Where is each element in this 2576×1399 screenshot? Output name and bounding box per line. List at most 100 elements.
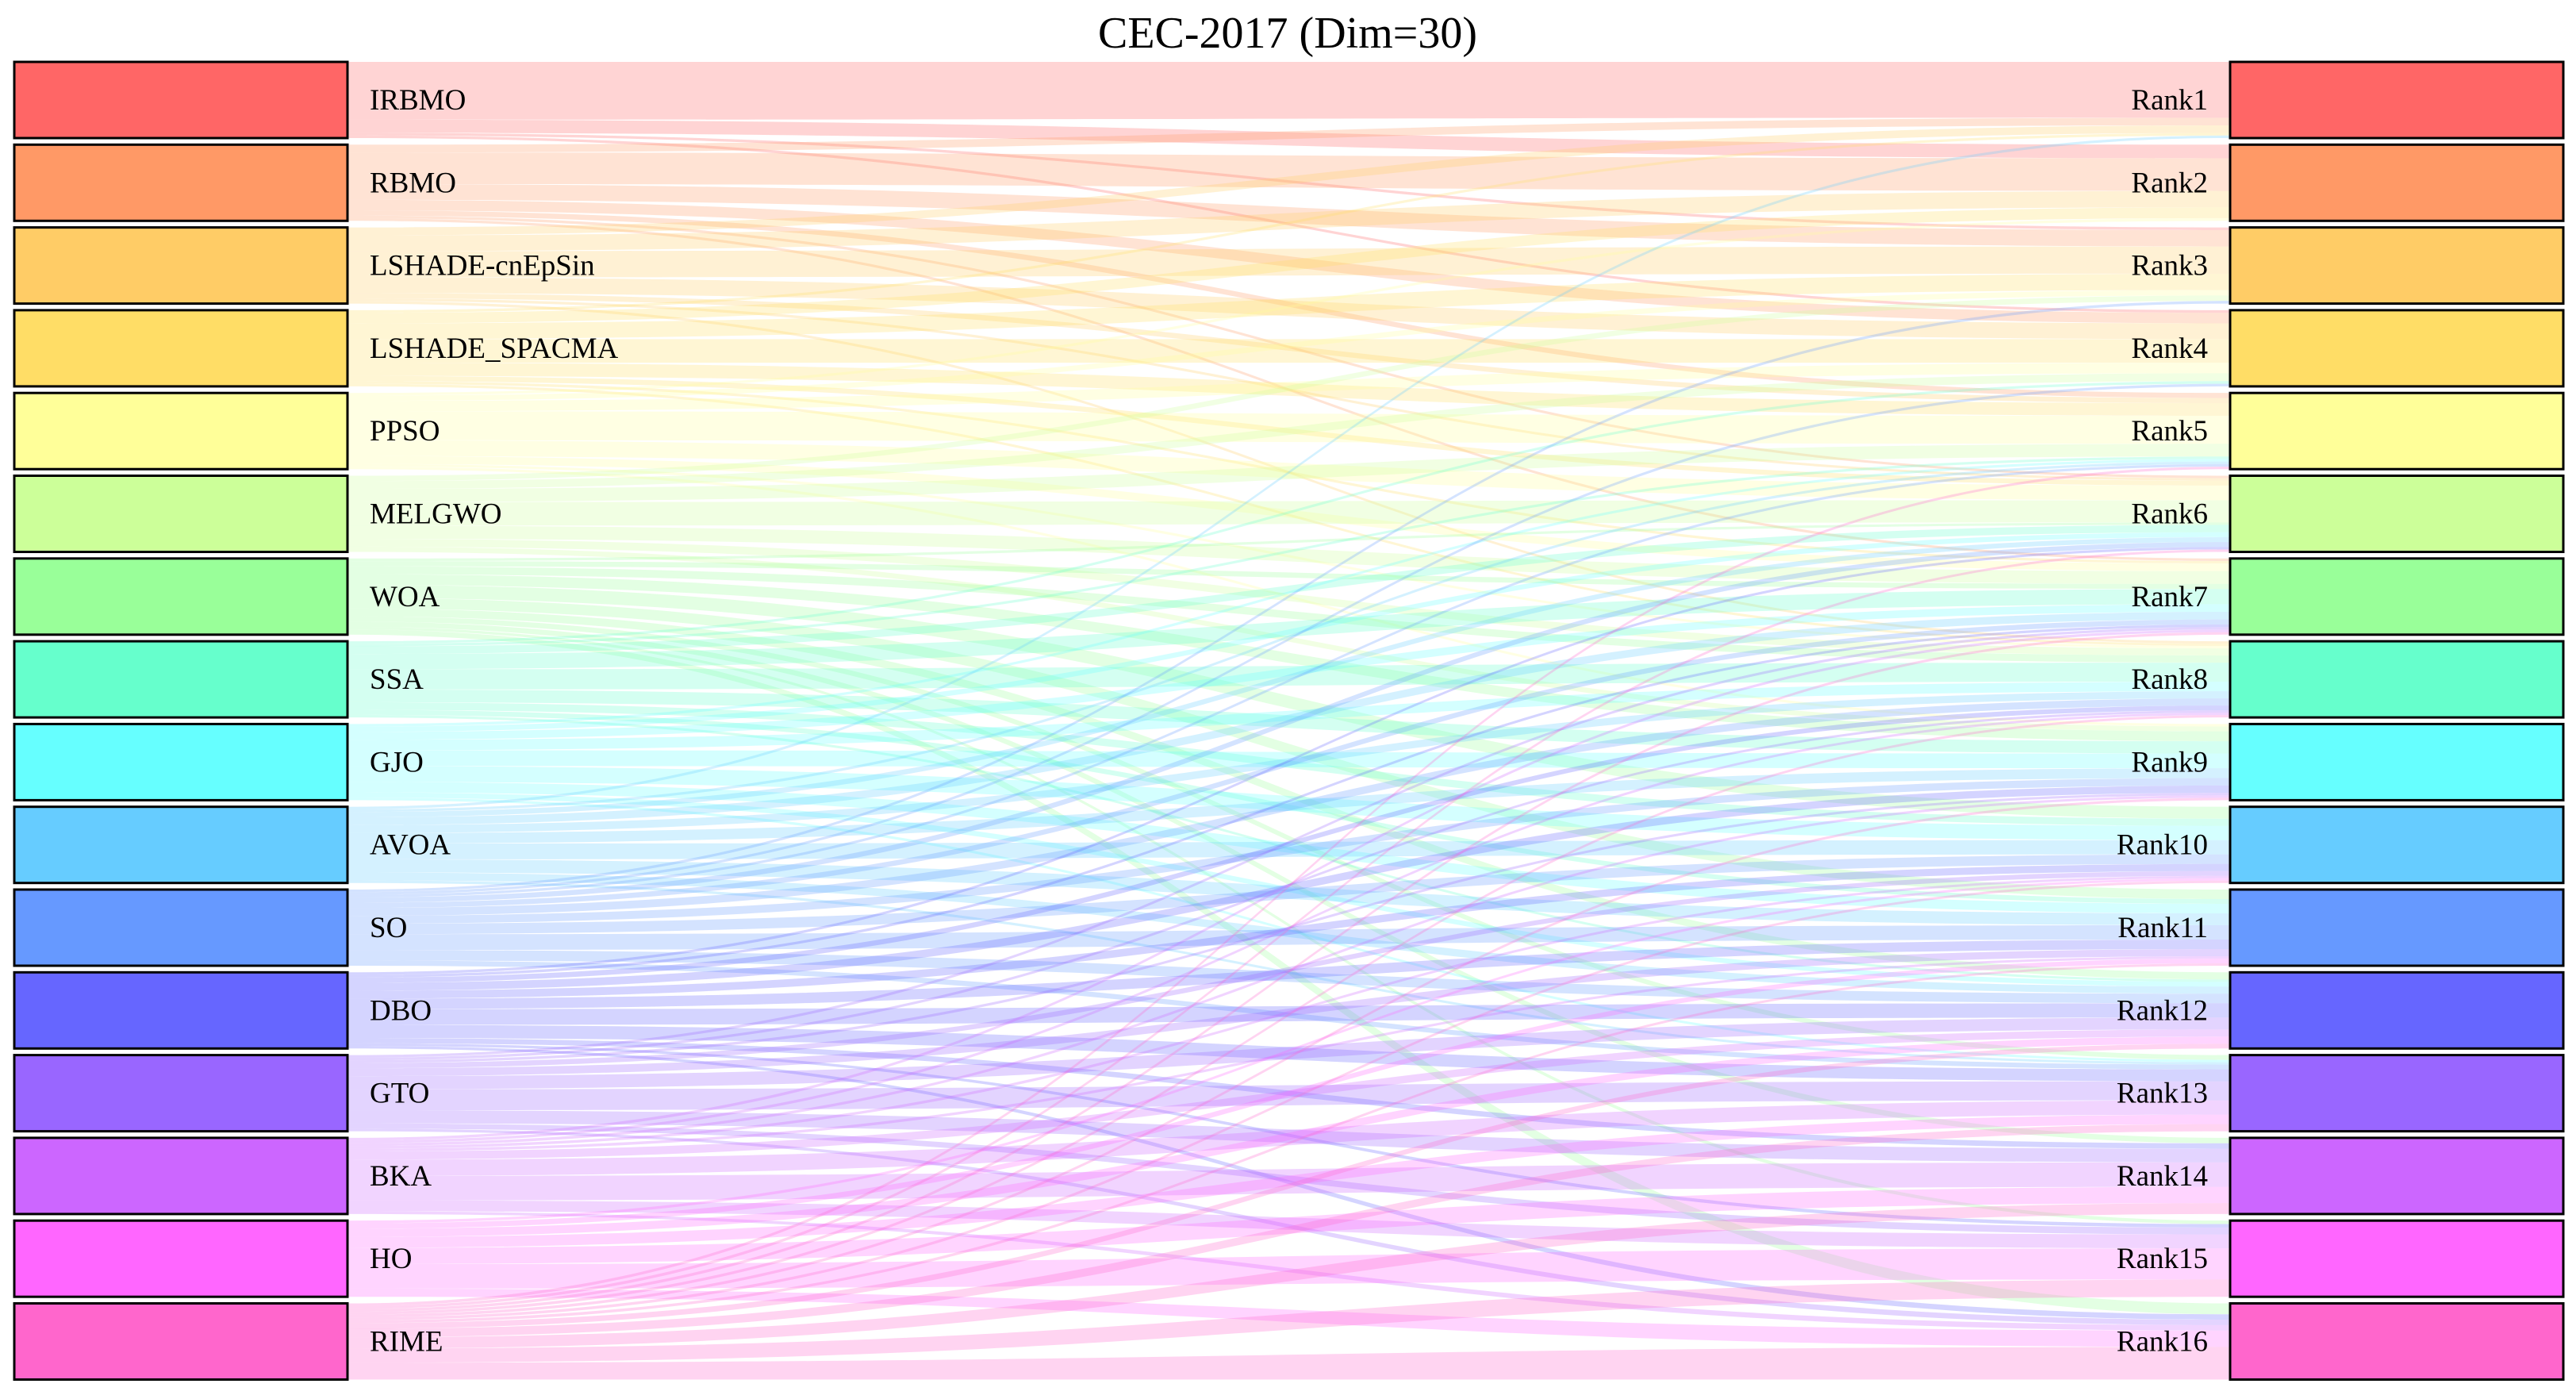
target-label: Rank3 [2131, 250, 2208, 282]
flow-link-rbmo-rank7 [347, 217, 2230, 561]
flow-link-bka-rank10 [347, 875, 2230, 1149]
flow-link-dbo-rank6 [347, 547, 2230, 975]
target-label: Rank6 [2131, 498, 2208, 531]
flow-link-ppso-rank4 [347, 363, 2230, 412]
source-node-bka [13, 1136, 349, 1216]
flow-link-ssa-rank7 [347, 589, 2230, 670]
flow-link-bka-rank7 [347, 629, 2230, 1141]
flow-link-dbo-rank12 [347, 1003, 2230, 1025]
source-label: LSHADE-cnEpSin [370, 250, 595, 282]
flow-link-bka-rank14 [347, 1162, 2230, 1201]
target-node-rank10 [2229, 805, 2565, 885]
target-node-rank16 [2229, 1302, 2565, 1381]
flow-link-rbmo-rank3 [347, 183, 2230, 247]
source-node-dbo [13, 970, 349, 1050]
flow-link-avoa-rank7 [347, 612, 2230, 825]
source-node-gjo [13, 722, 349, 801]
flow-link-dbo-rank11 [347, 940, 2230, 1009]
flow-link-rime-rank6 [347, 549, 2230, 1309]
flow-link-rime-rank13 [347, 1124, 2230, 1338]
target-node-rank8 [2229, 640, 2565, 719]
flow-link-rime-rank5 [347, 467, 2230, 1307]
flow-link-ppso-rank6 [347, 440, 2230, 501]
flow-link-dbo-rank16 [347, 1045, 2230, 1320]
flow-link-ssa-rank4 [347, 381, 2230, 644]
flow-link-ppso-rank7 [347, 455, 2230, 571]
flow-link-gjo-rank12 [347, 792, 2230, 987]
flow-link-lshade-cnepsin-rank6 [347, 298, 2230, 481]
source-label: IRBMO [370, 84, 466, 117]
flow-link-so-rank13 [347, 960, 2230, 1070]
flow-link-lshade-cnepsin-rank2 [347, 190, 2230, 252]
flow-link-woa-rank7 [347, 561, 2230, 590]
flow-link-avoa-rank1 [347, 135, 2230, 810]
source-node-gto [13, 1054, 349, 1133]
flow-link-ssa-rank8 [347, 663, 2230, 690]
target-node-rank12 [2229, 970, 2565, 1050]
flow-link-woa-rank13 [347, 616, 2230, 1060]
flow-link-gjo-rank9 [347, 750, 2230, 769]
flow-link-ssa-rank11 [347, 709, 2230, 904]
flow-link-irbmo-rank3 [347, 133, 2230, 231]
flow-link-gjo-rank7 [347, 604, 2230, 740]
flow-link-dbo-rank14 [347, 1038, 2230, 1149]
target-node-rank14 [2229, 1136, 2565, 1216]
flow-link-gjo-rank11 [347, 782, 2230, 913]
flow-link-gto-rank13 [347, 1081, 2230, 1111]
flow-link-ho-rank14 [347, 1186, 2230, 1265]
source-node-lshade-cnepsin [13, 226, 349, 306]
target-label: Rank2 [2131, 167, 2208, 199]
flow-link-bka-rank13 [347, 1100, 2230, 1176]
flow-link-ppso-rank3 [347, 290, 2230, 402]
flow-link-melgwo-rank8 [347, 538, 2230, 656]
flow-link-irbmo-rank4 [347, 135, 2230, 313]
flow-link-so-rank3 [347, 301, 2230, 893]
flow-link-irbmo-rank2 [347, 119, 2230, 159]
source-node-ppso [13, 391, 349, 471]
flow-link-melgwo-rank6 [347, 500, 2230, 526]
flow-link-rime-rank11 [347, 963, 2230, 1324]
flow-link-so-rank4 [347, 383, 2230, 895]
target-node-rank5 [2229, 391, 2565, 471]
target-node-rank3 [2229, 226, 2565, 306]
flow-link-woa-rank16 [347, 629, 2230, 1315]
flow-link-ho-rank15 [347, 1248, 2230, 1289]
flow-link-woa-rank14 [347, 621, 2230, 1143]
flow-link-rbmo-rank5 [347, 210, 2230, 398]
flow-link-ho-rank13 [347, 1114, 2230, 1248]
flow-link-melgwo-rank4 [347, 373, 2230, 490]
flow-link-so-rank6 [347, 542, 2230, 903]
flow-link-rbmo-rank4 [347, 199, 2230, 324]
chart-title: CEC-2017 (Dim=30) [1098, 9, 1477, 58]
target-node-rank6 [2229, 475, 2565, 553]
source-label: MELGWO [370, 498, 501, 531]
flow-link-dbo-rank9 [347, 785, 2230, 991]
target-node-rank11 [2229, 888, 2565, 967]
flow-link-ho-rank11 [347, 959, 2230, 1229]
flow-link-lshade_spacma-rank2 [347, 207, 2230, 324]
source-label: LSHADE_SPACMA [370, 332, 618, 365]
flow-link-gto-rank16 [347, 1128, 2230, 1325]
flow-link-gto-rank7 [347, 627, 2230, 1058]
flow-link-lshade_spacma-rank4 [347, 339, 2230, 363]
flow-link-rbmo-rank2 [347, 152, 2230, 191]
flow-link-woa-rank15 [347, 626, 2230, 1224]
target-label: Rank10 [2117, 829, 2208, 862]
flow-link-so-rank7 [347, 619, 2230, 909]
target-label: Rank1 [2131, 84, 2208, 117]
flow-link-dbo-rank8 [347, 705, 2230, 983]
flow-link-ho-rank16 [347, 1288, 2230, 1347]
flow-link-dbo-rank13 [347, 1024, 2230, 1082]
flow-link-gto-rank14 [347, 1110, 2230, 1163]
target-node-rank13 [2229, 1054, 2565, 1133]
flow-link-gjo-rank5 [347, 459, 2230, 727]
flow-link-dbo-rank7 [347, 625, 2230, 978]
nodes: IRBMO RBMO LSHADE-cnEpSin LSHADE_SPACMA PPSO… [13, 60, 2565, 1381]
source-label: RIME [370, 1326, 443, 1359]
target-label: Rank16 [2117, 1326, 2208, 1359]
source-label: PPSO [370, 415, 440, 448]
flow-link-rbmo-rank6 [347, 215, 2230, 479]
flow-link-ssa-rank6 [347, 525, 2230, 655]
target-label: Rank13 [2117, 1078, 2208, 1110]
